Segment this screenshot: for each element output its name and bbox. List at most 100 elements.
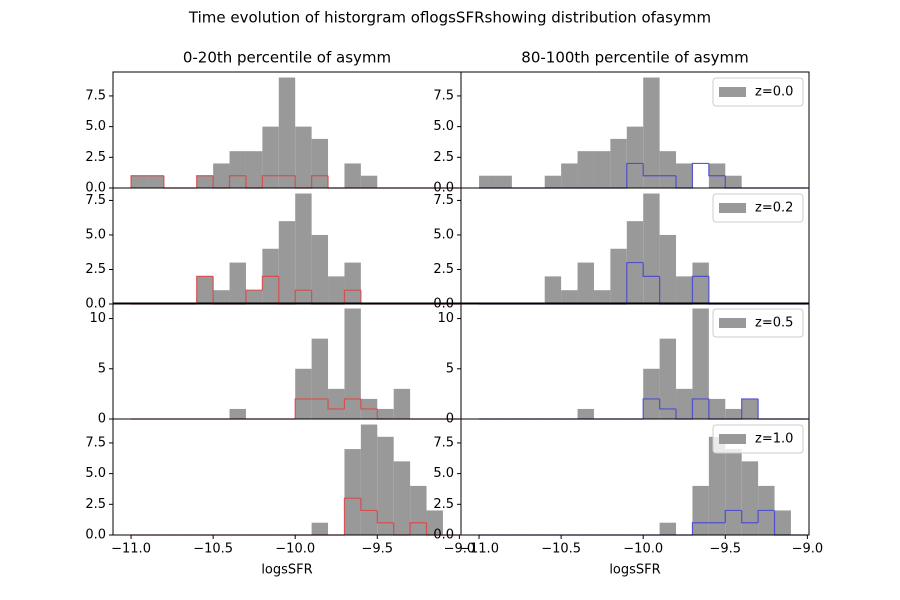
y-tick-label: 0.0 [433,297,454,312]
histogram-step [741,398,759,419]
y-tick-label: 7.5 [85,88,106,103]
histogram-step [691,522,709,535]
histogram-step [376,510,394,524]
y-tick-label: 5 [98,361,106,376]
histogram-bar [593,151,611,188]
histogram-bar [311,234,329,304]
y-tick-label: 5.0 [433,227,454,242]
histogram-bar [229,151,246,188]
histogram-bar [245,290,263,304]
histogram-bar [676,388,693,419]
histogram-bar [360,424,378,535]
y-tick-label: 2.5 [433,150,454,165]
histogram-step [691,275,709,304]
histogram-bar [479,175,496,188]
histogram-bar [377,408,394,419]
histogram-bar [495,175,512,188]
histogram-bar [692,485,709,535]
histogram-bar [344,449,361,535]
histogram-bar [561,163,578,188]
histogram-bar [659,338,677,419]
histogram-bar [708,398,726,419]
x-tick-label: −9.0 [792,542,824,557]
y-tick-label: 2.5 [433,262,454,277]
histogram-bar [262,126,279,188]
y-tick-label: 5.0 [85,466,106,481]
histogram-bar [229,262,246,304]
axes [460,418,810,536]
axes-title: 80-100th percentile of asymm [521,49,748,67]
y-tick-label: 5.0 [85,227,106,242]
histogram-step [196,275,214,304]
axes [112,418,462,536]
x-tick-label: −9.0 [444,542,476,557]
histogram-step [409,522,427,535]
histogram-bar [643,77,660,188]
histogram-step [343,497,361,535]
histogram-step [327,398,345,410]
histogram-step [294,289,312,304]
legend-label: z=1.0 [755,432,793,447]
y-tick-label: 7.5 [433,435,454,450]
histogram-bar [692,308,709,419]
histogram-step [659,398,677,410]
y-tick-label: 0.0 [85,181,106,196]
histogram-step [343,289,361,304]
axes-frame [460,418,810,536]
histogram-bar [593,290,611,304]
y-tick-label: 5.0 [433,119,454,134]
histogram-step [360,498,378,512]
histogram-bar [344,308,361,419]
histogram-step [360,290,378,305]
histogram-step [343,398,361,409]
legend-swatch [719,318,746,328]
legend-label: z=0.0 [755,85,793,100]
axes [460,187,810,305]
figure-title: Time evolution of historgram oflogsSFRsh… [188,9,711,27]
x-tick-label: −11.0 [459,542,499,557]
y-tick-label: 7.5 [85,435,106,450]
histogram-bar [610,138,627,188]
histogram-bar [328,276,345,304]
histogram-step [196,175,214,188]
axes-frame [460,187,810,305]
legend-box [712,77,804,107]
axes [460,302,810,420]
x-tick-label: −10.5 [541,542,581,557]
histogram-bar [344,262,361,304]
axes [460,71,810,189]
histogram-step [626,162,644,188]
histogram-step [626,261,644,304]
histogram-bar [544,175,562,188]
histogram-bar [213,290,230,304]
histogram-step [228,175,246,188]
histogram-bar [377,436,394,535]
histogram-bar [278,221,296,304]
histogram-bar [626,126,644,188]
y-tick-label: 2.5 [85,497,106,512]
histogram-bar [725,175,742,188]
legend-box [712,424,804,454]
histogram-bar [544,276,562,304]
histogram-step [642,262,660,277]
histogram-bar [676,163,693,188]
histogram-step [245,289,263,304]
histogram-bar [741,398,759,419]
histogram-bar [643,368,660,419]
x-tick-label: −10.0 [623,542,663,557]
histogram-bar [577,151,594,188]
histogram-bar [561,290,578,304]
histogram-step [642,398,660,419]
histogram-bar [196,276,214,304]
histogram-bar [393,461,411,535]
histogram-bar [196,175,214,188]
histogram-bar [311,138,329,188]
y-tick-label: 0 [446,412,454,427]
histogram-step [163,175,181,189]
histogram-bar [278,77,296,188]
histogram-step [708,276,726,305]
legend-box [712,193,804,223]
histogram-step [724,509,742,523]
histogram-step [130,175,148,188]
